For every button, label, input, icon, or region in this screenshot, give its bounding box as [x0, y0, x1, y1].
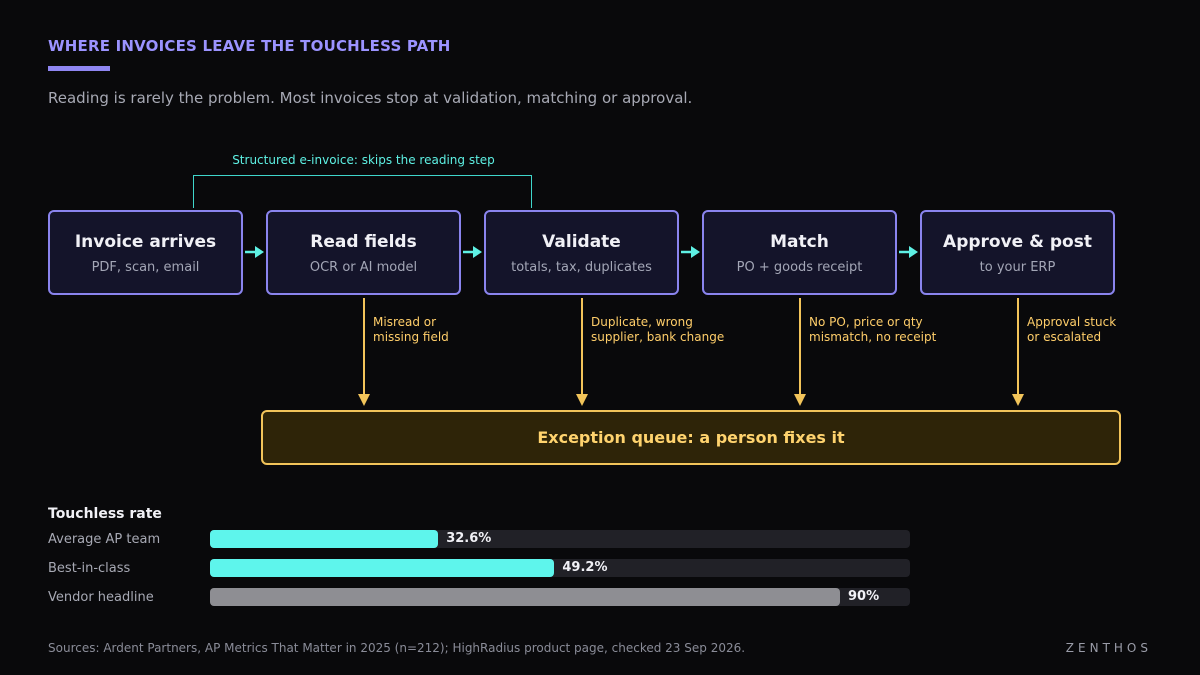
page-subtitle: Reading is rarely the problem. Most invo…	[48, 89, 693, 107]
bar-fill-average	[210, 530, 439, 548]
exception-label-line: supplier, bank change	[591, 330, 725, 344]
stage-subtitle: PDF, scan, email	[91, 260, 200, 275]
bar-value-vendor: 90%	[848, 589, 880, 604]
stage-subtitle: totals, tax, duplicates	[511, 260, 652, 275]
stage-approve-post: Approve & post to your ERP	[920, 210, 1115, 295]
stage-invoice-arrives: Invoice arrives PDF, scan, email	[48, 210, 243, 295]
bar-fill-vendor	[210, 588, 840, 606]
stage-title: Approve & post	[943, 232, 1092, 252]
flow-arrow-icon	[899, 246, 918, 258]
stage-validate: Validate totals, tax, duplicates	[484, 210, 679, 295]
bar-label-best: Best-in-class	[48, 561, 131, 576]
exception-queue: Exception queue: a person fixes it	[261, 410, 1121, 465]
exception-label-line: Approval stuck	[1027, 315, 1117, 329]
sources-footnote: Sources: Ardent Partners, AP Metrics Tha…	[48, 641, 746, 655]
stage-subtitle: to your ERP	[979, 260, 1056, 275]
flow-arrow-icon	[681, 246, 700, 258]
exception-label-line: Duplicate, wrong	[591, 315, 693, 329]
title-underline	[48, 66, 110, 71]
exception-label-validate: Duplicate, wrong supplier, bank change	[591, 315, 724, 345]
brand-logo: ZENTHOS	[1065, 641, 1152, 655]
stage-match: Match PO + goods receipt	[702, 210, 897, 295]
stage-title: Invoice arrives	[74, 232, 217, 252]
exception-label-line: or escalated	[1027, 330, 1102, 344]
bar-value-average: 32.6%	[446, 531, 492, 546]
bar-track-best: 49.2%	[210, 559, 910, 577]
stage-title: Read fields	[310, 232, 417, 252]
exception-label-line: mismatch, no receipt	[809, 330, 937, 344]
stage-title: Match	[770, 232, 829, 252]
bar-fill-best	[210, 559, 555, 577]
bar-value-best: 49.2%	[562, 560, 608, 575]
bar-label-average: Average AP team	[48, 532, 161, 547]
exception-label-approve: Approval stuck or escalated	[1027, 315, 1116, 345]
stage-subtitle: PO + goods receipt	[736, 260, 863, 275]
exception-label-line: missing field	[373, 330, 449, 344]
exception-arrow-icon	[1012, 298, 1024, 406]
bypass-label: Structured e-invoice: skips the reading …	[232, 153, 495, 167]
exception-label-match: No PO, price or qty mismatch, no receipt	[809, 315, 936, 345]
stage-subtitle: OCR or AI model	[309, 260, 418, 275]
exception-label-line: No PO, price or qty	[809, 315, 923, 329]
touchless-rate-title: Touchless rate	[48, 506, 162, 522]
exception-label-line: Misread or	[373, 315, 437, 329]
flow-arrow-icon	[463, 246, 482, 258]
stage-title: Validate	[542, 232, 621, 252]
exception-arrow-icon	[794, 298, 806, 406]
bar-track-vendor: 90%	[210, 588, 910, 606]
exception-arrow-icon	[358, 298, 370, 406]
flow-arrow-icon	[245, 246, 264, 258]
bar-track-average: 32.6%	[210, 530, 910, 548]
exception-label-read: Misread or missing field	[373, 315, 449, 345]
stage-read-fields: Read fields OCR or AI model	[266, 210, 461, 295]
bar-label-vendor: Vendor headline	[48, 590, 154, 605]
bypass-connector	[193, 175, 532, 208]
exception-arrow-icon	[576, 298, 588, 406]
page-title: WHERE INVOICES LEAVE THE TOUCHLESS PATH	[48, 37, 451, 55]
